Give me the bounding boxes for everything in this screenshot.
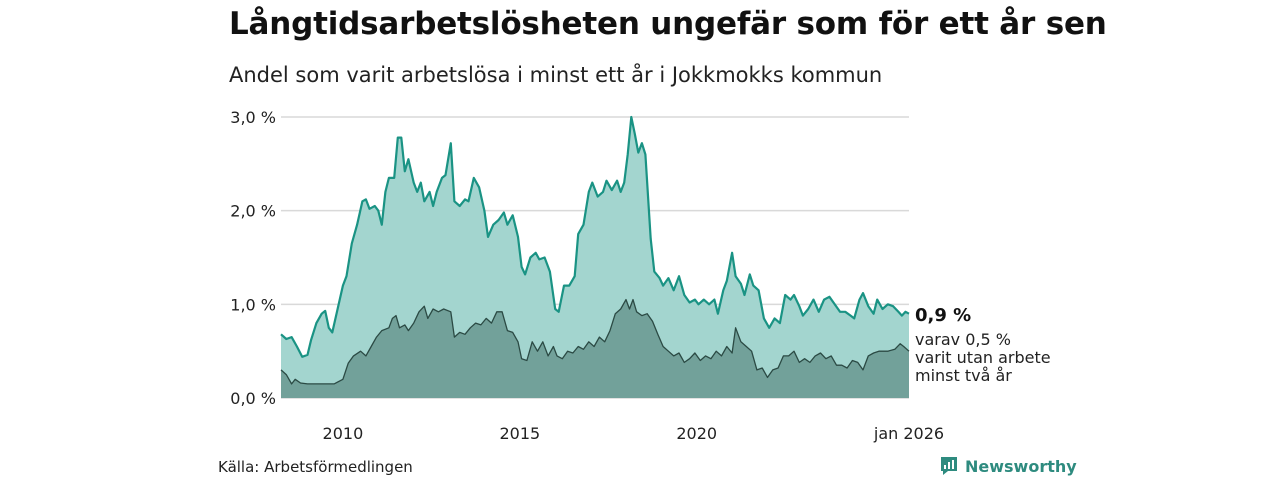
subset-area	[281, 299, 909, 398]
brand-logo: Newsworthy	[939, 456, 1077, 476]
x-tick-label: 2015	[499, 424, 540, 443]
subset-end-label: varav 0,5 %	[915, 330, 1011, 349]
subset-end-label: minst två år	[915, 366, 1012, 385]
x-tick-label: jan 2026	[873, 424, 944, 443]
brand-name: Newsworthy	[965, 456, 1077, 476]
x-tick-label: 2020	[676, 424, 717, 443]
y-tick-label: 1,0 %	[230, 295, 276, 314]
y-tick-label: 0,0 %	[230, 389, 276, 408]
chart-title: Långtidsarbetslösheten ungefär som för e…	[229, 6, 1107, 42]
y-tick-label: 2,0 %	[230, 202, 276, 221]
y-tick-label: 3,0 %	[230, 108, 276, 127]
subset-line	[280, 298, 910, 385]
x-tick-label: 2010	[323, 424, 364, 443]
chart-subtitle: Andel som varit arbetslösa i minst ett å…	[229, 63, 883, 87]
total-line	[280, 115, 910, 358]
newsworthy-logo-icon	[941, 457, 957, 475]
total-end-label: 0,9 %	[915, 305, 971, 326]
source-note: Källa: Arbetsförmedlingen	[218, 458, 413, 476]
subset-end-label: varit utan arbete	[915, 348, 1051, 367]
